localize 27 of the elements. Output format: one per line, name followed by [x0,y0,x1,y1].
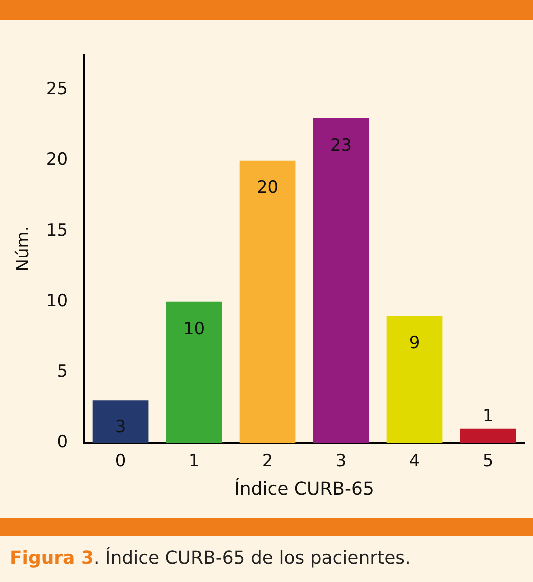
y-tick-label: 25 [46,80,68,100]
data-label: 9 [409,333,420,354]
y-tick-label: 5 [57,362,68,382]
y-tick-label: 15 [46,220,68,241]
data-label: 23 [330,136,352,156]
data-label: 20 [256,178,279,198]
bar [240,160,296,443]
x-axis-title: Índice CURB-65 [234,478,374,500]
x-tick-label: 2 [262,452,274,472]
y-tick-label: 0 [57,432,68,452]
data-label: 3 [115,417,126,438]
data-label: 1 [482,406,494,426]
bar [313,118,370,443]
y-tick-label: 10 [46,291,68,312]
x-tick-label: 3 [336,452,347,472]
y-tick-label: 20 [46,150,68,170]
x-tick-label: 1 [188,452,200,472]
y-axis-title: Núm. [14,226,34,272]
data-label: 10 [183,319,206,340]
text: Figura 3. Índice CURB-65 de los pacienrtes. [10,548,411,569]
x-tick-label: 0 [115,452,126,472]
bar [460,428,516,443]
bar [386,316,443,443]
bar [92,400,149,443]
bar [166,302,222,443]
x-tick-label: 5 [482,452,494,472]
x-tick-label: 4 [409,452,420,472]
